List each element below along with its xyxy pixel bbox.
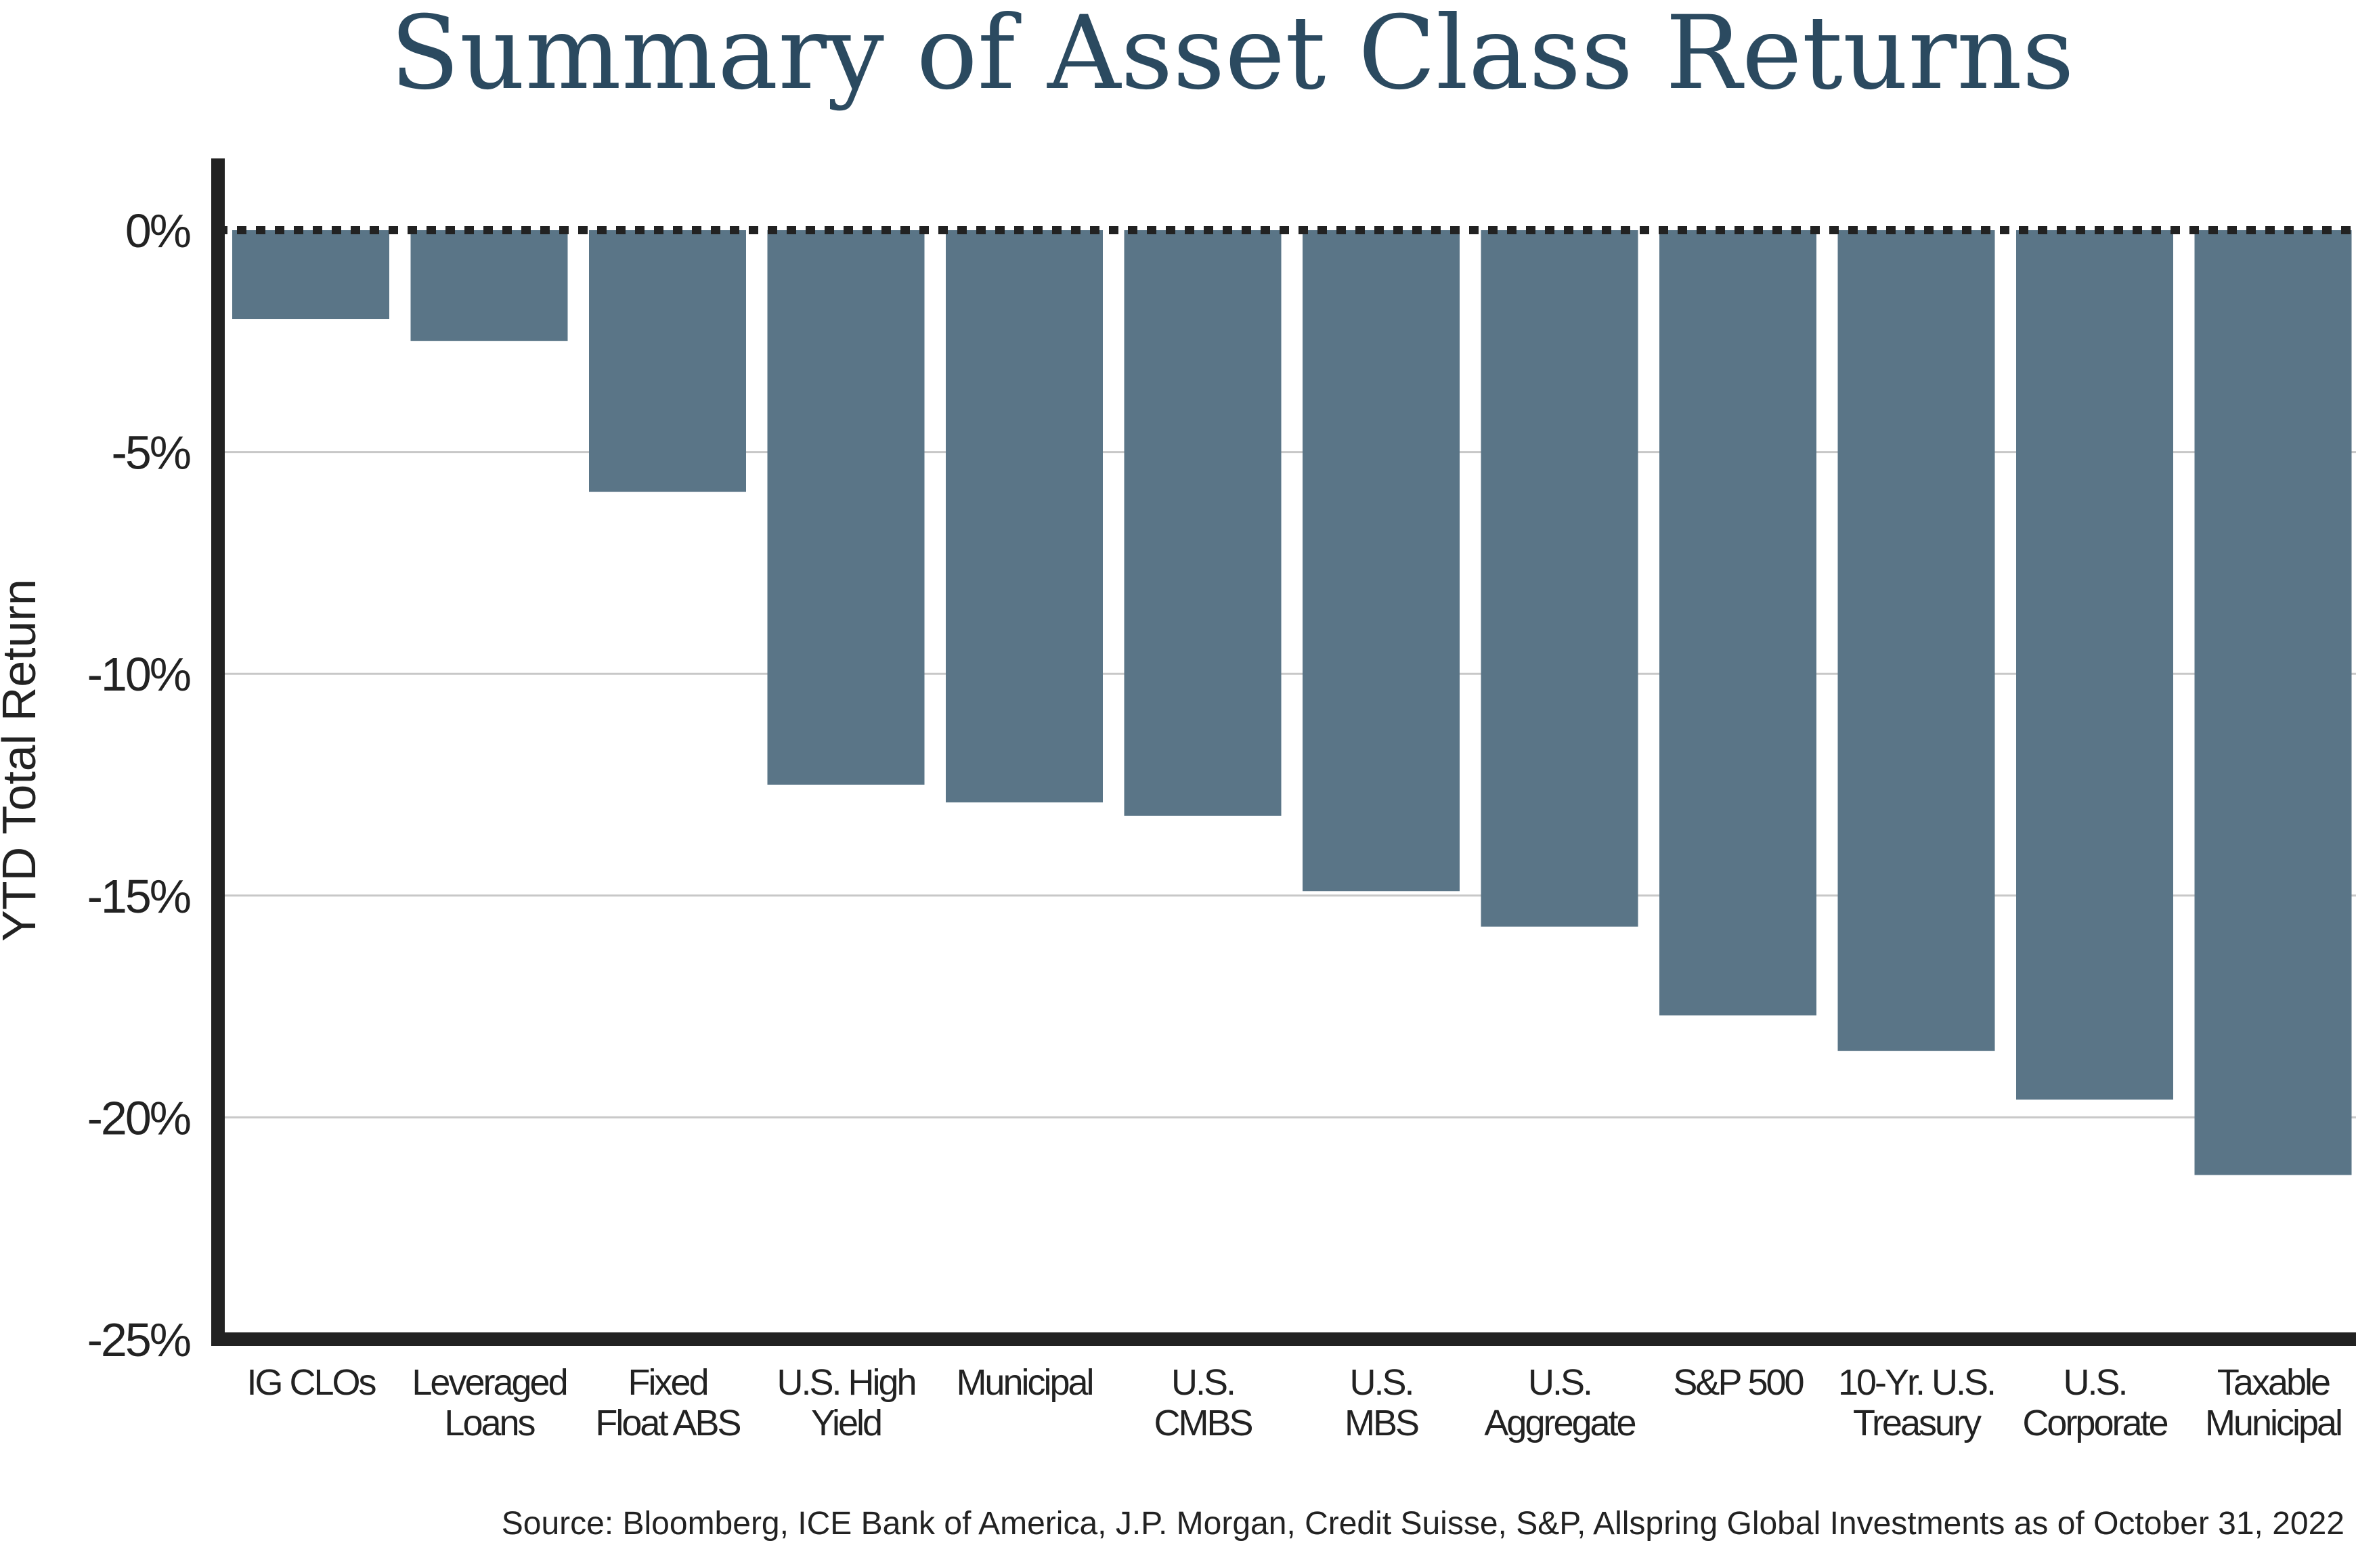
x-tick-label-line: U.S.	[1528, 1362, 1591, 1403]
bar	[1124, 230, 1282, 816]
y-tick-label: -15%	[87, 870, 190, 923]
bar	[1481, 230, 1638, 927]
bar	[589, 230, 746, 492]
x-tick-label: U.S. MBS	[1345, 1362, 1418, 1443]
y-tick-labels: 0% -5% -10% -15% -20% -25%	[87, 204, 192, 1366]
x-tick-label-line: Municipal	[2205, 1403, 2341, 1443]
x-tick-label: Leveraged Loans	[412, 1362, 566, 1443]
y-axis-label: YTD Total Return	[0, 579, 45, 942]
x-tick-label: U.S. Corporate	[2022, 1362, 2167, 1443]
y-tick-label: -5%	[112, 427, 190, 479]
chart-title: Summary of Asset Class Returns	[390, 0, 2074, 112]
x-tick-label: U.S. CMBS	[1154, 1362, 1252, 1443]
bar	[2016, 230, 2173, 1100]
bar	[1837, 230, 1995, 1051]
x-tick-label-line: U.S.	[1349, 1362, 1412, 1403]
x-tick-label-line: U.S. High	[777, 1362, 915, 1403]
x-tick-label: U.S. High Yield	[777, 1362, 915, 1443]
y-tick-label: 0%	[125, 204, 190, 257]
x-tick-labels: IG CLOs Leveraged Loans Fixed Float ABS U.S. …	[246, 1362, 2343, 1443]
x-tick-label-line: U.S.	[1171, 1362, 1234, 1403]
x-tick-label: Taxable Municipal	[2205, 1362, 2341, 1443]
x-tick-label-line: 10-Yr. U.S.	[1838, 1362, 1994, 1403]
x-tick-label-line: CMBS	[1154, 1403, 1252, 1443]
x-tick-label: U.S. Aggregate	[1484, 1362, 1635, 1443]
x-tick-label-line: Corporate	[2022, 1403, 2167, 1443]
y-tick-label: -20%	[87, 1091, 190, 1144]
bar	[232, 230, 389, 320]
bar	[1659, 230, 1816, 1016]
x-tick-label: 10-Yr. U.S. Treasury	[1838, 1362, 1994, 1443]
x-tick-label: IG CLOs	[246, 1362, 376, 1403]
gridlines	[218, 451, 2356, 1118]
bars	[232, 230, 2352, 1175]
x-tick-label-line: Fixed	[628, 1362, 707, 1403]
x-tick-label: S&P 500	[1673, 1362, 1803, 1403]
x-tick-label: Municipal	[956, 1362, 1092, 1403]
x-tick-label-line: Taxable	[2217, 1362, 2330, 1403]
axes	[211, 158, 2356, 1346]
x-tick-label-line: Aggregate	[1484, 1403, 1635, 1443]
x-tick-label-line: Treasury	[1853, 1403, 1982, 1443]
y-tick-label: -10%	[87, 648, 190, 701]
x-tick-label-line: Leveraged	[412, 1362, 566, 1403]
bar	[1303, 230, 1460, 892]
source-note: Source: Bloomberg, ICE Bank of America, …	[502, 1506, 2344, 1542]
bar	[2194, 230, 2352, 1175]
bar	[767, 230, 925, 785]
x-tick-label-line: Municipal	[956, 1362, 1092, 1403]
bar	[946, 230, 1103, 803]
x-tick-label: Fixed Float ABS	[595, 1362, 740, 1443]
x-tick-label-line: Loans	[444, 1403, 535, 1443]
bar	[410, 230, 568, 341]
x-tick-label-line: MBS	[1345, 1403, 1418, 1443]
x-tick-label-line: U.S.	[2063, 1362, 2126, 1403]
x-tick-label-line: Yield	[811, 1403, 881, 1443]
x-tick-label-line: Float ABS	[595, 1403, 740, 1443]
x-tick-label-line: S&P 500	[1673, 1362, 1803, 1403]
y-tick-label: -25%	[87, 1313, 190, 1366]
x-tick-label-line: IG CLOs	[246, 1362, 376, 1403]
